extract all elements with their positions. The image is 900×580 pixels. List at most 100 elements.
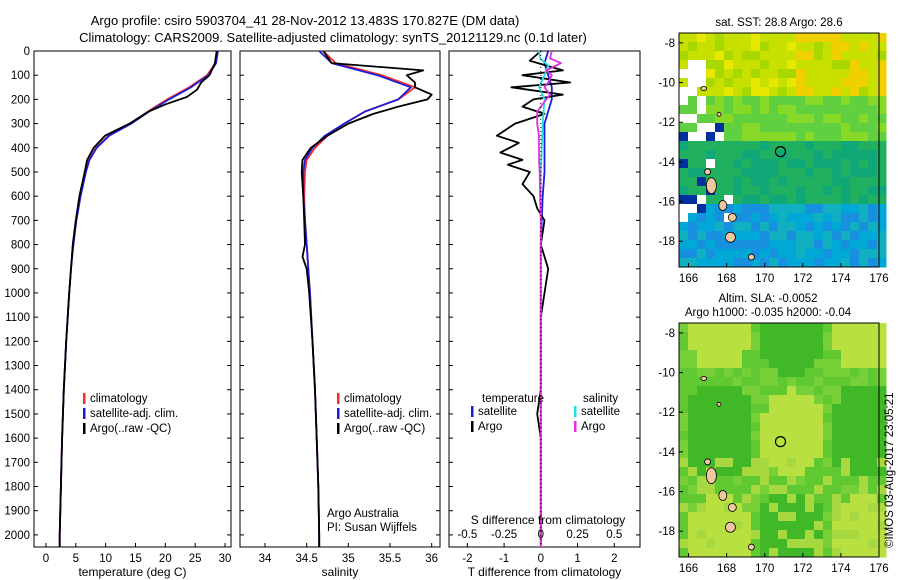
map-cell	[697, 521, 707, 531]
map-cell	[841, 359, 851, 369]
map-cell	[796, 503, 806, 513]
map-cell	[796, 422, 806, 432]
x-tick-label: 35	[342, 553, 355, 565]
map-cell	[868, 332, 878, 342]
map-cell	[859, 539, 869, 549]
map-cell	[760, 341, 770, 351]
map-cell	[877, 341, 887, 351]
map-cell	[877, 249, 887, 259]
map-cell	[787, 440, 797, 450]
lon-tick-label: 174	[831, 273, 851, 285]
map-cell	[706, 368, 716, 378]
map-cell	[805, 231, 815, 241]
map-cell	[688, 359, 698, 369]
map-cell	[805, 548, 815, 558]
map-cell	[715, 332, 725, 342]
map-cell	[697, 476, 707, 486]
map-cell	[697, 240, 707, 250]
map-cell	[751, 132, 761, 142]
map-cell	[688, 249, 698, 259]
map-cell	[832, 377, 842, 387]
map-cell	[778, 114, 788, 124]
x-tick-label: 10	[99, 553, 112, 565]
map-cell	[706, 123, 716, 133]
map-cell	[814, 150, 824, 160]
map-cell	[724, 168, 734, 178]
map-cell	[724, 368, 734, 378]
map-cell	[733, 78, 743, 88]
map-cell	[787, 413, 797, 423]
map-cell	[679, 350, 689, 360]
lat-tick-label: -16	[658, 487, 675, 499]
map-cell	[823, 512, 833, 522]
map-cell	[868, 141, 878, 151]
map-cell	[832, 96, 842, 106]
map-cell	[733, 476, 743, 486]
map-cell	[787, 168, 797, 178]
map-cell	[769, 503, 779, 513]
legend-swatch	[574, 421, 577, 432]
map-cell	[850, 114, 860, 124]
legend-label: satellite-adj. clim.	[344, 408, 432, 420]
map-cell	[724, 114, 734, 124]
map-cell	[787, 60, 797, 70]
map-cell	[868, 132, 878, 142]
map-cell	[841, 485, 851, 495]
map-cell	[679, 69, 689, 79]
lon-tick-label: 170	[755, 273, 774, 285]
map-cell	[787, 476, 797, 486]
map-cell	[742, 539, 752, 549]
map-cell	[733, 69, 743, 79]
map-cell	[724, 395, 734, 405]
map-cell	[715, 249, 725, 259]
map-cell	[769, 431, 779, 441]
map-cell	[841, 413, 851, 423]
map-cell	[778, 51, 788, 61]
map-cell	[787, 186, 797, 196]
map-cell	[697, 33, 707, 43]
map-cell	[706, 249, 716, 259]
map-cell	[679, 494, 689, 504]
map-cell	[706, 33, 716, 43]
map-cell	[859, 213, 869, 223]
map-cell	[787, 42, 797, 52]
map-cell	[715, 467, 725, 477]
map-cell	[805, 132, 815, 142]
map-cell	[778, 186, 788, 196]
map-cell	[850, 42, 860, 52]
map-cell	[832, 51, 842, 61]
map-cell	[697, 132, 707, 142]
salinity-profile-panel: 34 34.5 35 35.5 36 salinity climatology satelli…	[239, 50, 441, 579]
map-cell	[706, 431, 716, 441]
map-cell	[850, 150, 860, 160]
map-cell	[823, 521, 833, 531]
map-cell	[787, 69, 797, 79]
x-tick-label: 0	[538, 553, 544, 565]
map-cell	[688, 159, 698, 169]
map-cell	[724, 440, 734, 450]
map-cell	[697, 141, 707, 151]
map-cell	[796, 123, 806, 133]
island-shape	[716, 111, 722, 117]
map-cell	[877, 42, 887, 52]
map-cell	[742, 404, 752, 414]
map-cell	[751, 60, 761, 70]
x-axis-label: salinity	[322, 565, 359, 579]
lon-tick-label: 172	[793, 273, 812, 285]
map-cell	[688, 195, 698, 205]
map-cell	[823, 177, 833, 187]
lat-tick-label: -14	[658, 447, 675, 459]
map-cell	[769, 132, 779, 142]
map-cell	[751, 413, 761, 423]
map-cell	[769, 368, 779, 378]
map-cell	[679, 60, 689, 70]
map-cell	[760, 231, 770, 241]
map-cell	[868, 51, 878, 61]
map-cell	[850, 96, 860, 106]
map-cell	[697, 195, 707, 205]
map-cell	[796, 204, 806, 214]
map-cell	[688, 141, 698, 151]
map-cell	[823, 213, 833, 223]
x-tick-label: 30	[219, 553, 232, 565]
map-cell	[715, 96, 725, 106]
